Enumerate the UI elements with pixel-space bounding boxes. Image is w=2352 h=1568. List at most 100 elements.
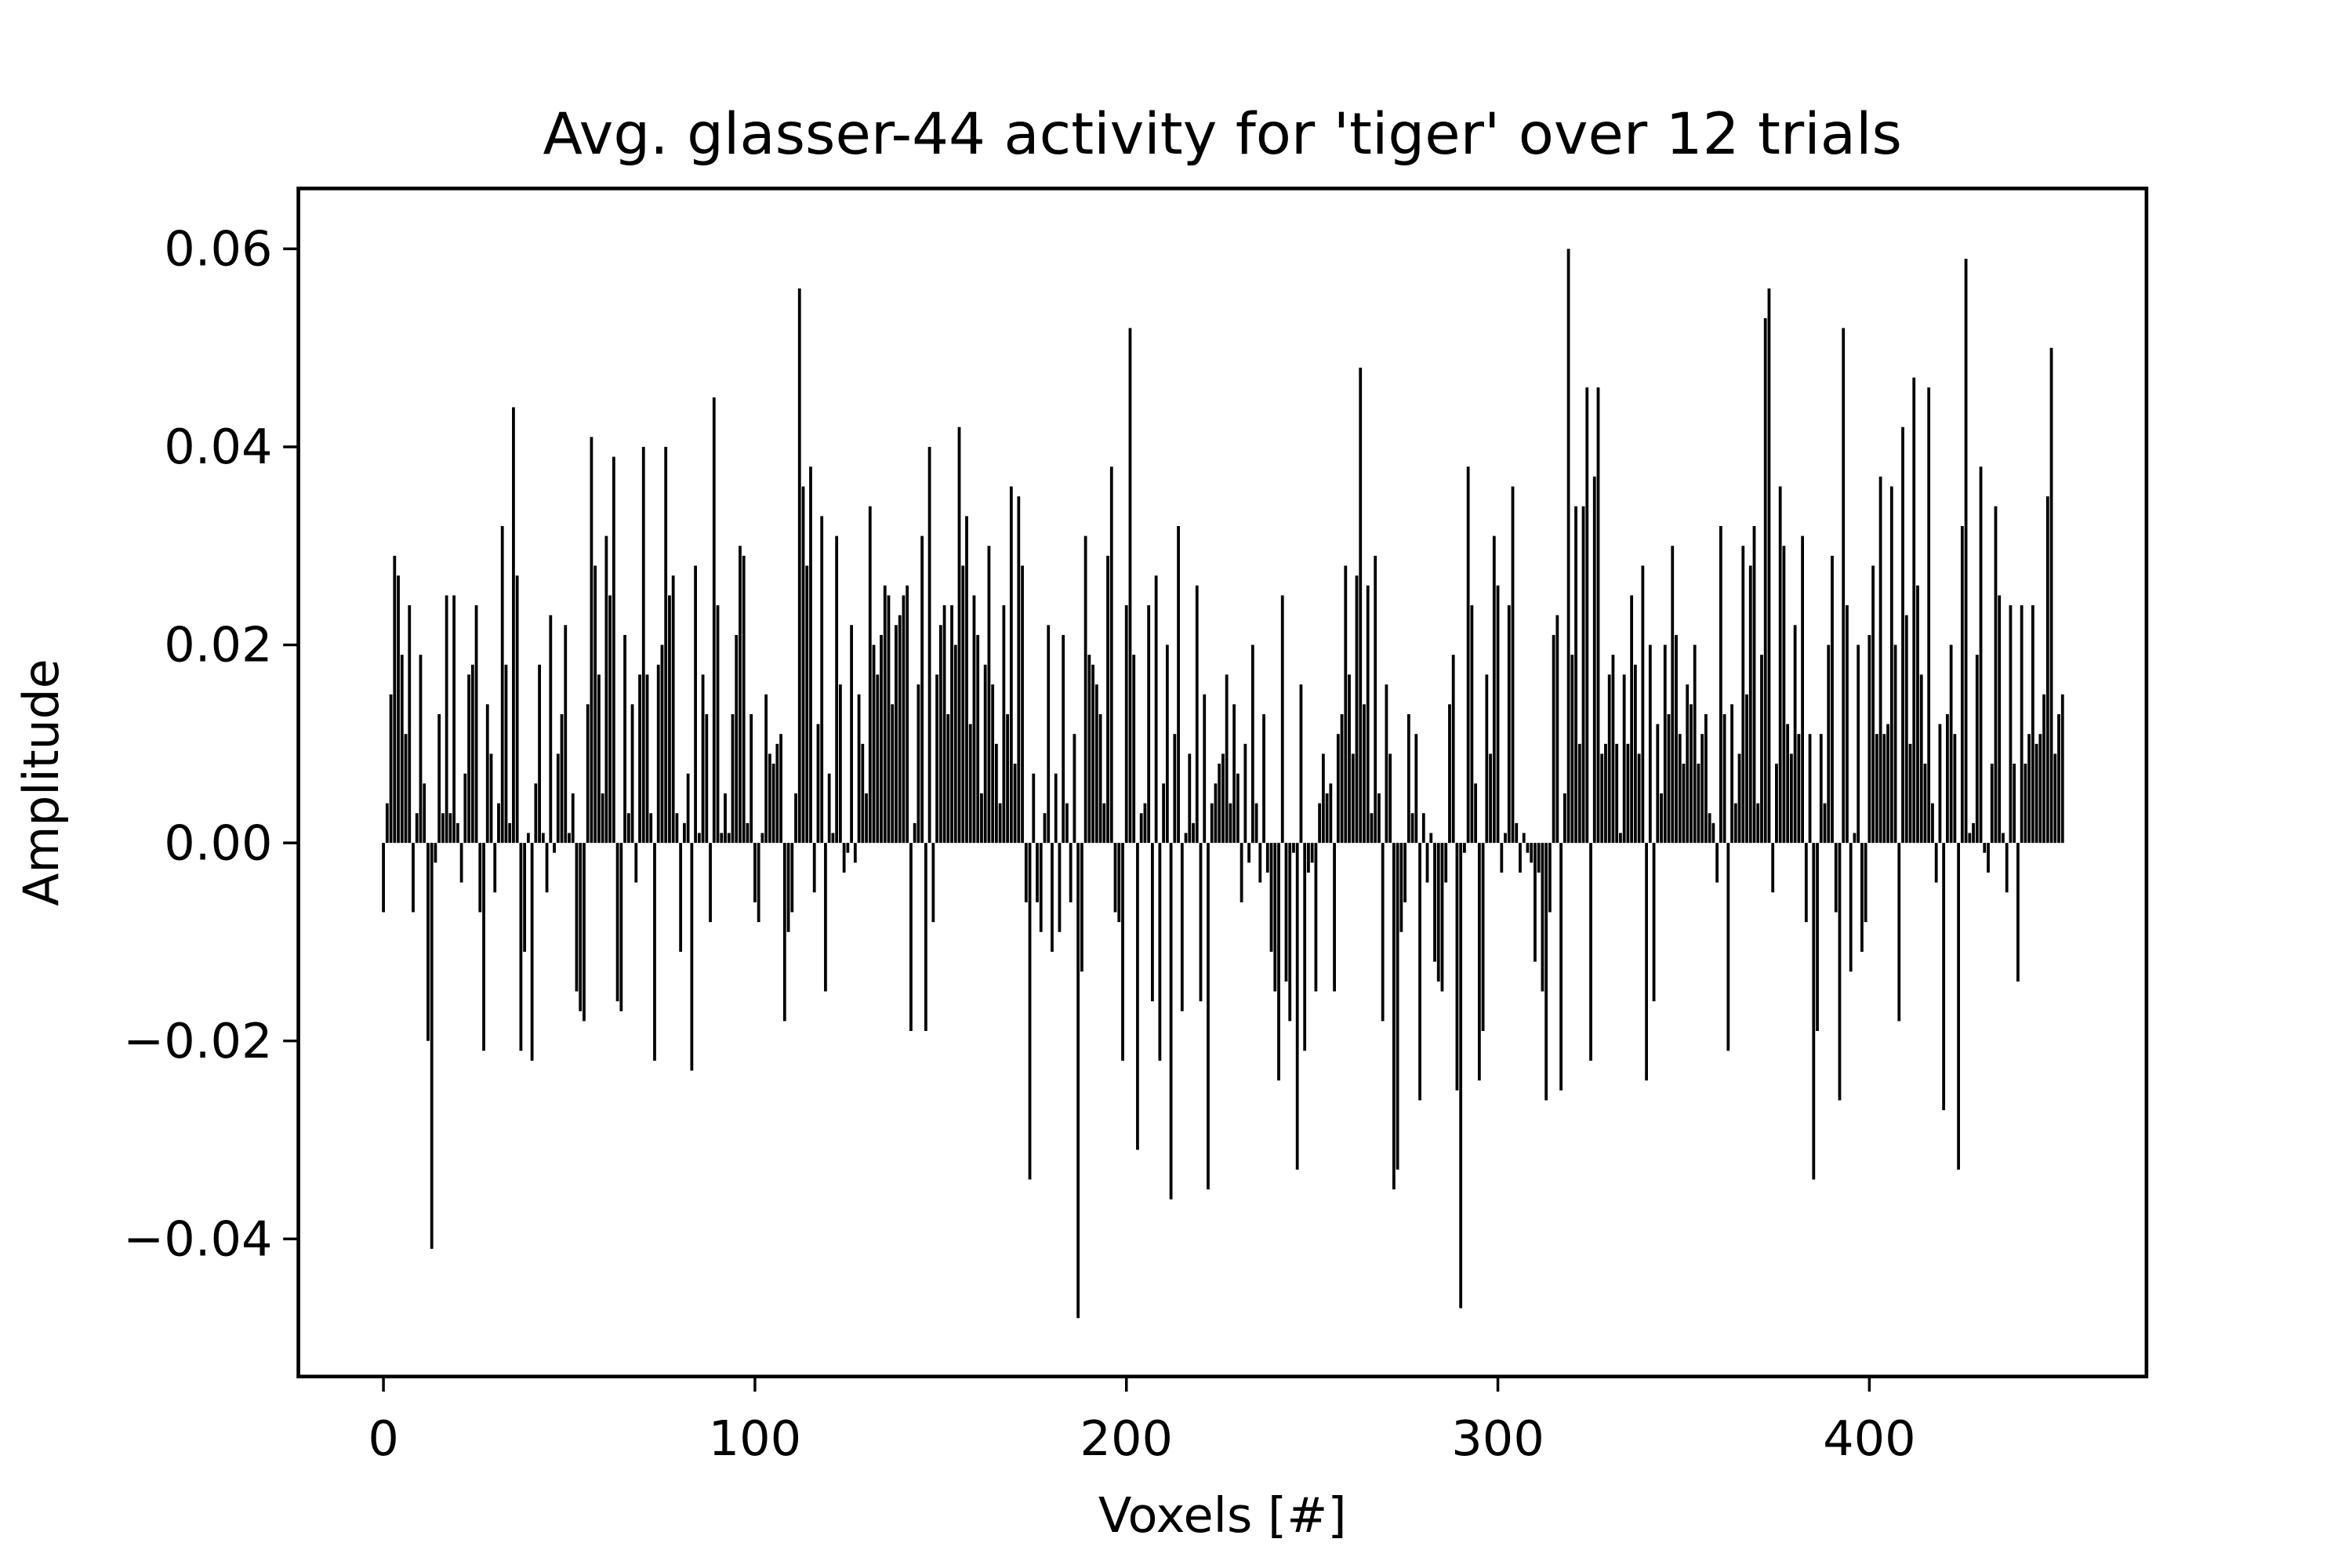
bar	[2020, 605, 2024, 844]
bar	[953, 644, 957, 844]
bar	[1154, 575, 1158, 844]
bar	[1329, 783, 1333, 844]
bar	[1541, 843, 1544, 992]
bar	[705, 713, 709, 844]
bar	[913, 822, 916, 844]
bar	[1827, 644, 1831, 844]
bar	[389, 694, 393, 844]
bar	[686, 773, 690, 844]
bar	[2049, 347, 2053, 844]
bar	[801, 486, 805, 844]
bar	[1682, 764, 1686, 844]
bar	[1039, 843, 1043, 932]
bar	[1406, 713, 1410, 844]
bar	[1767, 288, 1771, 844]
bar	[1002, 605, 1006, 844]
bar	[1867, 634, 1871, 844]
bar	[1730, 704, 1733, 844]
bar	[2053, 753, 2057, 844]
bar	[846, 843, 850, 853]
bar	[1675, 634, 1678, 844]
bar	[1399, 843, 1403, 932]
bar	[1656, 724, 1660, 844]
bar	[1028, 843, 1032, 1180]
bar	[1719, 526, 1722, 844]
bar	[1912, 377, 1916, 844]
bar	[1938, 724, 1942, 844]
bar	[2002, 833, 2005, 844]
bar	[1775, 764, 1778, 844]
bar	[615, 843, 619, 1002]
bar	[1904, 615, 1908, 844]
x-tick-label: 100	[709, 1410, 802, 1467]
bar	[1838, 843, 1842, 1101]
bar	[779, 734, 782, 844]
bar	[1648, 644, 1652, 844]
bar	[931, 843, 935, 923]
bar	[902, 595, 906, 844]
bar	[1686, 684, 1690, 844]
bar	[1318, 803, 1322, 844]
bar	[1024, 843, 1028, 902]
bar	[927, 446, 931, 844]
bar	[1953, 734, 1957, 844]
bar	[768, 753, 771, 844]
bar	[1477, 843, 1481, 1081]
bar	[865, 793, 868, 844]
bar	[1162, 783, 1166, 844]
bar	[965, 516, 968, 844]
bar	[1878, 476, 1882, 844]
bar	[1292, 843, 1295, 853]
bar	[1136, 843, 1139, 1150]
bar	[1923, 764, 1927, 844]
bar	[980, 793, 983, 844]
bar	[1325, 793, 1329, 844]
bar	[597, 674, 601, 844]
bar	[775, 743, 779, 844]
bar	[426, 843, 430, 1041]
bar	[898, 615, 902, 844]
bar	[649, 813, 653, 844]
bar	[1804, 843, 1808, 923]
bar	[1507, 605, 1511, 844]
bar	[604, 535, 608, 844]
bar	[690, 843, 694, 1071]
bar	[1236, 773, 1240, 844]
y-tick-label: −0.02	[123, 1013, 272, 1069]
bar	[1143, 803, 1147, 844]
bar	[1047, 625, 1051, 844]
bar	[601, 793, 604, 844]
bar	[553, 843, 556, 853]
bar	[1789, 753, 1793, 844]
bar	[679, 843, 683, 953]
bar	[1058, 843, 1062, 932]
bar	[1474, 783, 1478, 844]
bar	[1359, 367, 1363, 844]
bar	[1336, 734, 1340, 844]
bar	[1715, 843, 1719, 883]
bar	[671, 575, 675, 844]
bar	[608, 595, 612, 844]
bar	[1737, 753, 1741, 844]
bar	[526, 833, 530, 844]
y-axis-label: Amplitude	[13, 659, 70, 906]
bar	[630, 704, 634, 844]
bar	[735, 634, 739, 844]
bar	[1396, 843, 1399, 1170]
bar	[1051, 843, 1054, 953]
bar	[1708, 813, 1711, 844]
bar	[1741, 546, 1745, 844]
bar	[942, 605, 946, 844]
bar	[1013, 764, 1017, 844]
bar	[1771, 843, 1775, 893]
bar	[786, 843, 790, 932]
bar	[1165, 644, 1169, 844]
bar	[1585, 387, 1589, 844]
bar	[1333, 843, 1336, 992]
bar	[1972, 822, 1975, 844]
bar	[653, 843, 656, 1061]
bar	[1949, 644, 1953, 844]
x-tick-label: 200	[1080, 1410, 1173, 1467]
bar	[1957, 843, 1961, 1170]
